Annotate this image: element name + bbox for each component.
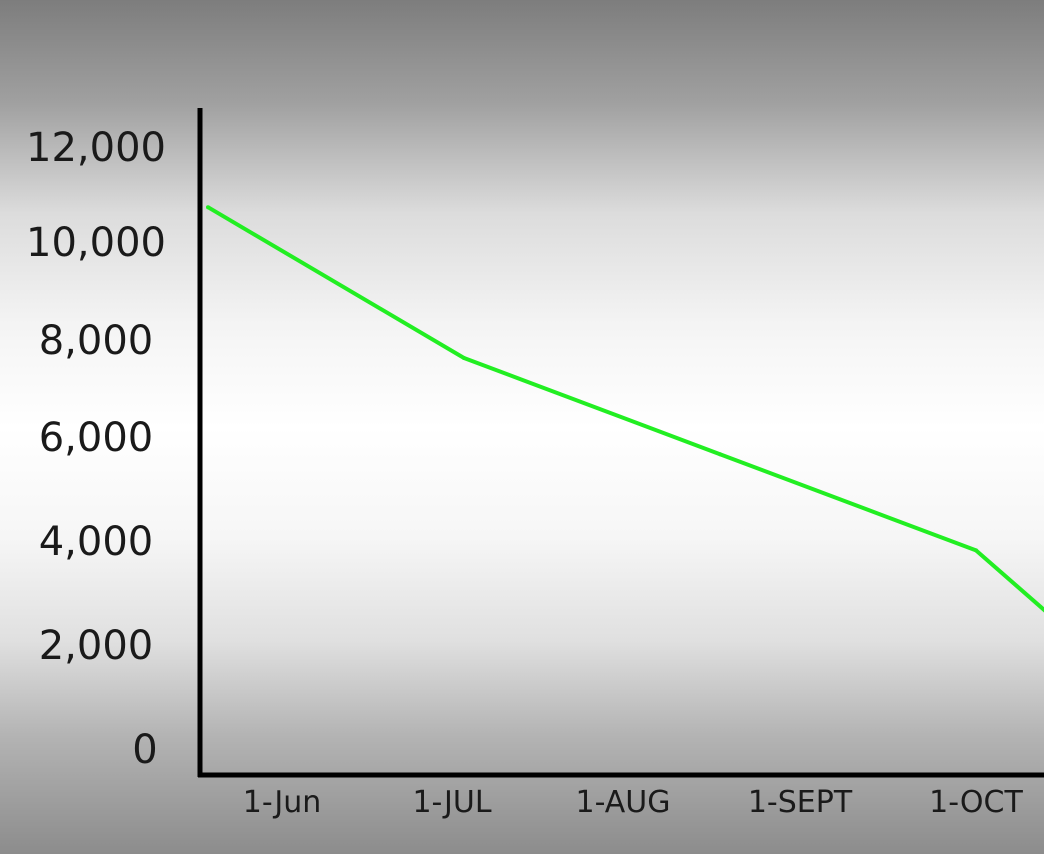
y-tick-label: 4,000	[39, 519, 154, 565]
data-point	[206, 205, 210, 210]
y-tick-label: 6,000	[39, 415, 154, 461]
data-point	[974, 548, 978, 553]
x-tick-label: 1-OCT	[929, 785, 1023, 820]
x-tick-label: 1-AUG	[576, 785, 671, 820]
y-tick-label: 8,000	[39, 318, 154, 364]
x-tick-label: 1-SEPT	[748, 785, 853, 820]
data-point	[462, 356, 466, 360]
y-tick-label: 12,000	[26, 125, 166, 171]
x-tick-label: 1-JUL	[412, 785, 491, 820]
y-tick-label: 10,000	[26, 220, 166, 266]
series-line	[206, 205, 1044, 613]
y-tick-label: 0	[132, 727, 157, 773]
series-layer	[206, 205, 1044, 613]
y-tick-label: 2,000	[39, 623, 154, 669]
y-tick-labels: 12,000 10,000 8,000 6,000 4,000 2,000 0	[26, 125, 166, 773]
data-point	[718, 452, 722, 457]
x-tick-labels: 1-Jun 1-JUL 1-AUG 1-SEPT 1-OCT	[243, 785, 1024, 820]
x-tick-label: 1-Jun	[243, 785, 321, 820]
